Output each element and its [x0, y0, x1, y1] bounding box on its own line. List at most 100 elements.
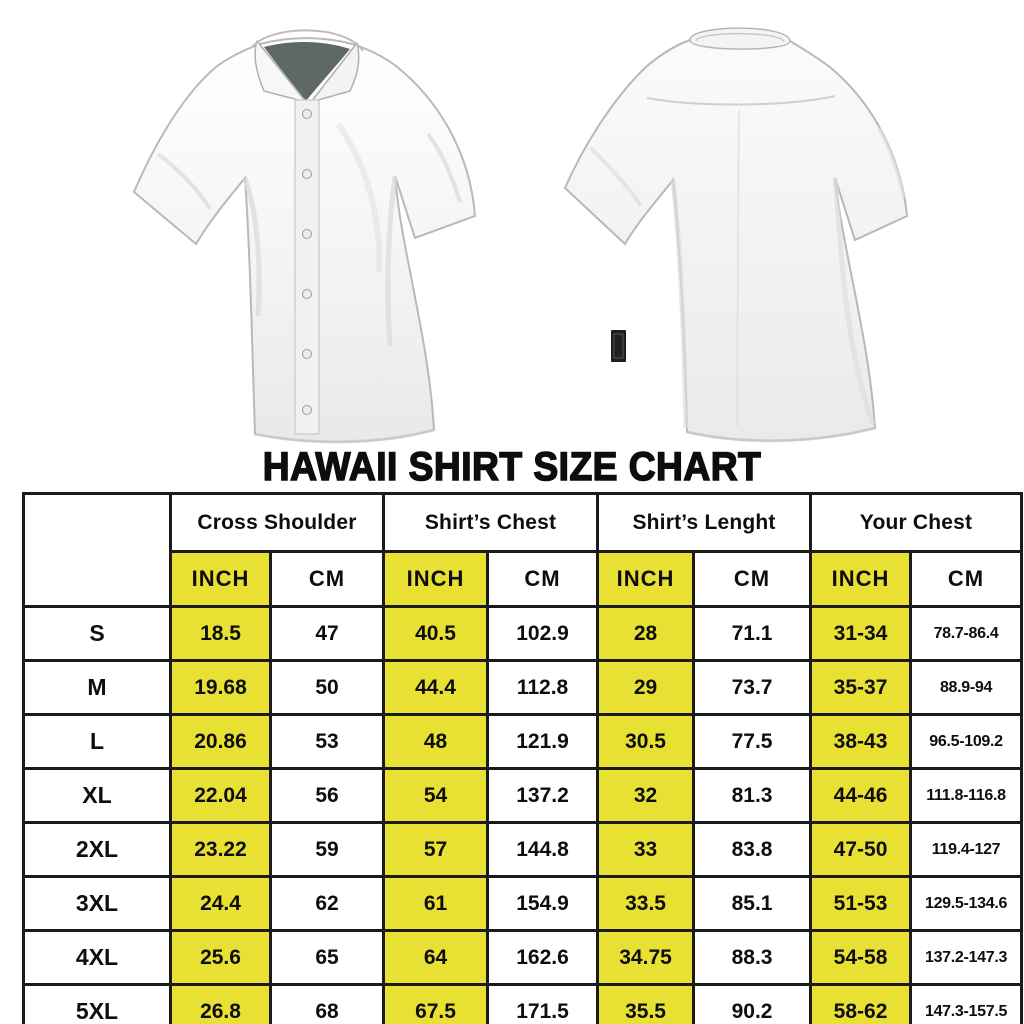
inch-range-cell: 35-37	[809, 659, 913, 716]
group-header-your-chest: Your Chest	[809, 492, 1024, 553]
front-collar-band	[250, 29, 364, 52]
back-collar-stitch	[695, 32, 785, 43]
cm-range-cell: 111.8-116.8	[909, 767, 1024, 824]
size-row-s: S 18.5 47 40.5 102.9 28 71.1 31-34 78.7-…	[22, 605, 1024, 662]
unit-header-cm: CM	[268, 550, 386, 608]
shirt-back-image	[563, 27, 909, 443]
inch-value-cell: 25.6	[169, 929, 272, 986]
front-placket	[294, 99, 320, 435]
size-cell: S	[22, 605, 172, 662]
inch-value-cell: 67.5	[382, 983, 490, 1024]
cm-value-cell: 47	[268, 605, 386, 662]
shirt-front-image	[132, 29, 477, 444]
size-row-l: L 20.86 53 48 121.9 30.5 77.5 38-43 96.5…	[22, 713, 1024, 770]
front-collar-right	[310, 42, 360, 103]
cm-value-cell: 77.5	[692, 713, 813, 770]
cm-range-cell: 88.9-94	[909, 659, 1024, 716]
cm-value-cell: 50	[268, 659, 386, 716]
cm-value-cell: 90.2	[692, 983, 813, 1024]
table-corner-cell	[22, 492, 172, 608]
inch-value-cell: 35.5	[596, 983, 696, 1024]
back-shirt-body	[563, 33, 909, 442]
inch-value-cell: 28	[596, 605, 696, 662]
cm-value-cell: 171.5	[486, 983, 600, 1024]
cm-value-cell: 56	[268, 767, 386, 824]
inch-range-cell: 51-53	[809, 875, 913, 932]
group-header-row: Cross Shoulder Shirt’s Chest Shirt’s Len…	[22, 492, 1024, 608]
inch-value-cell: 34.75	[596, 929, 696, 986]
cm-value-cell: 81.3	[692, 767, 813, 824]
cm-range-cell: 96.5-109.2	[909, 713, 1024, 770]
inch-value-cell: 61	[382, 875, 490, 932]
cm-range-cell: 119.4-127	[909, 821, 1024, 878]
back-hem-tag-stitch	[613, 333, 624, 359]
cm-value-cell: 137.2	[486, 767, 600, 824]
cm-value-cell: 53	[268, 713, 386, 770]
front-collar-left	[254, 40, 307, 103]
size-row-m: M 19.68 50 44.4 112.8 29 73.7 35-37 88.9…	[22, 659, 1024, 716]
cm-value-cell: 71.1	[692, 605, 813, 662]
inch-range-cell: 31-34	[809, 605, 913, 662]
size-cell: 3XL	[22, 875, 172, 932]
unit-header-cm: CM	[909, 550, 1024, 608]
size-row-xl: XL 22.04 56 54 137.2 32 81.3 44-46 111.8…	[22, 767, 1024, 824]
inch-value-cell: 33	[596, 821, 696, 878]
inch-value-cell: 44.4	[382, 659, 490, 716]
inch-range-cell: 44-46	[809, 767, 913, 824]
cm-range-cell: 147.3-157.5	[909, 983, 1024, 1024]
inch-value-cell: 40.5	[382, 605, 490, 662]
unit-header-inch: INCH	[809, 550, 913, 608]
inch-value-cell: 26.8	[169, 983, 272, 1024]
inch-value-cell: 20.86	[169, 713, 272, 770]
cm-range-cell: 78.7-86.4	[909, 605, 1024, 662]
front-buttons	[302, 109, 312, 415]
cm-value-cell: 65	[268, 929, 386, 986]
size-table: Cross Shoulder Shirt’s Chest Shirt’s Len…	[22, 492, 1024, 1024]
front-neck-opening	[264, 41, 350, 101]
size-cell: L	[22, 713, 172, 770]
unit-header-inch: INCH	[596, 550, 696, 608]
cm-value-cell: 62	[268, 875, 386, 932]
cm-value-cell: 68	[268, 983, 386, 1024]
unit-header-row: INCH CM INCH CM INCH CM INCH CM	[24, 550, 1024, 608]
size-row-3xl: 3XL 24.4 62 61 154.9 33.5 85.1 51-53 129…	[22, 875, 1024, 932]
size-cell: M	[22, 659, 172, 716]
back-collar-band	[689, 27, 791, 50]
cm-value-cell: 154.9	[486, 875, 600, 932]
cm-value-cell: 144.8	[486, 821, 600, 878]
cm-value-cell: 162.6	[486, 929, 600, 986]
size-cell: XL	[22, 767, 172, 824]
inch-value-cell: 29	[596, 659, 696, 716]
cm-value-cell: 102.9	[486, 605, 600, 662]
cm-range-cell: 129.5-134.6	[909, 875, 1024, 932]
inch-value-cell: 23.22	[169, 821, 272, 878]
size-row-4xl: 4XL 25.6 65 64 162.6 34.75 88.3 54-58 13…	[22, 929, 1024, 986]
unit-header-cm: CM	[692, 550, 813, 608]
back-hem-tag	[611, 330, 626, 362]
cm-value-cell: 121.9	[486, 713, 600, 770]
group-header-shirts-chest: Shirt’s Chest	[382, 492, 600, 553]
group-header-shirts-lenght: Shirt’s Lenght	[596, 492, 813, 553]
inch-value-cell: 19.68	[169, 659, 272, 716]
inch-range-cell: 58-62	[809, 983, 913, 1024]
front-fold-shading	[156, 122, 462, 444]
group-header-cross-shoulder: Cross Shoulder	[168, 492, 386, 553]
size-cell: 5XL	[22, 983, 172, 1024]
cm-value-cell: 85.1	[692, 875, 813, 932]
inch-range-cell: 38-43	[809, 713, 913, 770]
back-fold-shading	[589, 109, 906, 443]
cm-value-cell: 112.8	[486, 659, 600, 716]
size-cell: 2XL	[22, 821, 172, 878]
inch-range-cell: 54-58	[809, 929, 913, 986]
unit-header-cm: CM	[486, 550, 600, 608]
size-row-2xl: 2XL 23.22 59 57 144.8 33 83.8 47-50 119.…	[22, 821, 1024, 878]
cm-value-cell: 73.7	[692, 659, 813, 716]
inch-value-cell: 32	[596, 767, 696, 824]
unit-header-inch: INCH	[382, 550, 490, 608]
inch-value-cell: 24.4	[169, 875, 272, 932]
size-cell: 4XL	[22, 929, 172, 986]
inch-value-cell: 48	[382, 713, 490, 770]
inch-value-cell: 30.5	[596, 713, 696, 770]
back-yoke-seam	[646, 95, 836, 106]
